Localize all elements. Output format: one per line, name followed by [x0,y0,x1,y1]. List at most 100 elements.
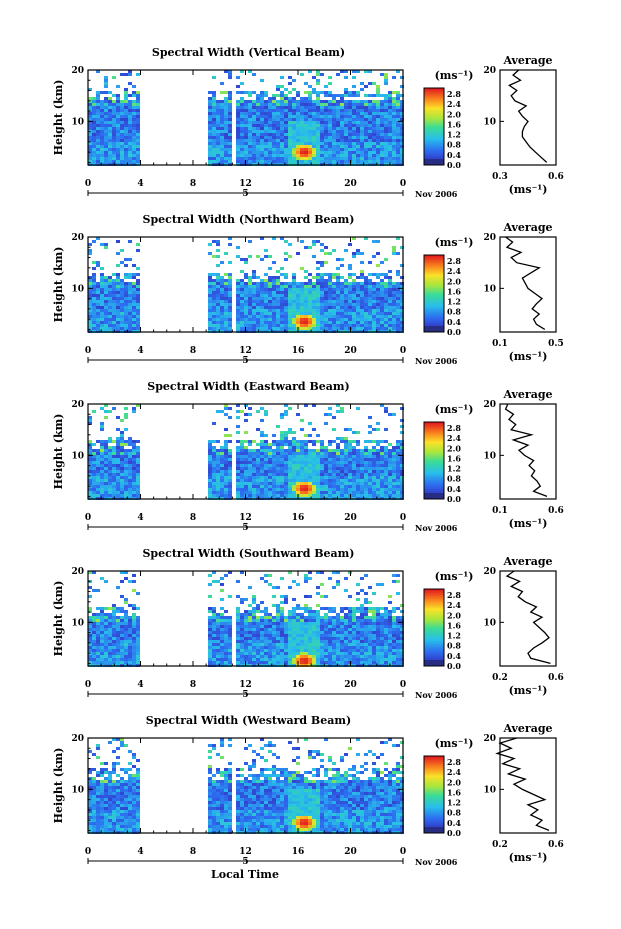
heatmap-cell [224,446,228,449]
heatmap-cell [124,449,128,452]
heatmap-cell [136,491,140,494]
heatmap-cell [400,446,404,449]
heatmap-cell [208,124,212,127]
heatmap-cell [388,91,392,94]
heatmap-cell [240,258,244,261]
heatmap-cell [264,306,268,309]
heatmap-cell [300,306,304,309]
heatmap-cell [136,485,140,488]
heatmap-cells [88,404,404,500]
heatmap-cell [264,136,268,139]
heatmap-cell [376,297,380,300]
heatmap-cell [224,658,228,661]
heatmap-cell [316,112,320,115]
heatmap-cell [276,300,280,303]
heatmap-cell [348,273,352,276]
heatmap-cell [348,470,352,473]
heatmap-cell [112,300,116,303]
heatmap-cell [276,458,280,461]
heatmap-cell [272,494,276,497]
heatmap-cell [352,476,356,479]
heatmap-cell [236,479,240,482]
heatmap-cell [208,312,212,315]
heatmap-cell [236,282,240,285]
heatmap-cell [228,154,232,157]
heatmap-cell [260,309,264,312]
heatmap-cell [220,297,224,300]
heatmap-cell [368,282,372,285]
heatmap-cell [288,464,292,467]
heatmap-cell [392,464,396,467]
heatmap-cell [88,118,92,121]
heatmap-cell [376,461,380,464]
heatmap-cell [396,440,400,443]
heatmap-cell [328,288,332,291]
heatmap-cell [336,133,340,136]
heatmap-cell [248,631,252,634]
colorbar-segment [424,111,444,114]
heatmap-cell [336,273,340,276]
heatmap-cell [228,327,232,330]
heatmap-cell [264,94,268,97]
heatmap-cell [400,431,404,434]
heatmap-cell [376,88,380,91]
heatmap-cell [384,106,388,109]
heatmap-cell [104,276,108,279]
heatmap-cell [280,455,284,458]
heatmap-cell [120,655,124,658]
heatmap-cell [288,145,292,148]
colorbar-segment [424,425,444,429]
heatmap-cell [100,446,104,449]
heatmap-cell [256,318,260,321]
heatmap-cell [380,160,384,163]
heatmap-cell [228,124,232,127]
x-tick-label: 8 [190,513,196,523]
heatmap-cell [332,148,336,151]
heatmap-cell [308,142,312,145]
heatmap-cell [248,619,252,622]
heatmap-cell [288,97,292,100]
heatmap-cell [240,485,244,488]
heatmap-cell [292,118,296,121]
heatmap-cell [360,458,364,461]
heatmap-cell [360,309,364,312]
heatmap-cell [260,485,264,488]
heatmap-cell [284,297,288,300]
heatmap-cell [364,315,368,318]
heatmap-cell [92,589,96,592]
heatmap-cell [328,315,332,318]
heatmap-cell [360,115,364,118]
heatmap-cell [92,261,96,264]
heatmap-cell [324,160,328,163]
heatmap-cell [352,103,356,106]
heatmap-cell [120,327,124,330]
heatmap-cell [288,476,292,479]
heatmap-cell [240,136,244,139]
heatmap-cell [380,139,384,142]
heatmap-cell [104,458,108,461]
heatmap-cell [352,321,356,324]
heatmap-cell [264,288,268,291]
heatmap-cell [244,139,248,142]
heatmap-cell [112,142,116,145]
heatmap-cell [96,452,100,455]
heatmap-cell [280,142,284,145]
heatmap-cell [88,100,92,103]
heatmap-cell [268,309,272,312]
heatmap-cell [340,479,344,482]
heatmap-cell [88,440,92,443]
heatmap-cell [236,634,240,637]
heatmap-cell [132,157,136,160]
heatmap-cell [120,637,124,640]
heatmap-cell [260,142,264,145]
heatmap-cell [88,419,92,422]
heatmap-cell [256,455,260,458]
heatmap-cell [236,470,240,473]
heatmap-cell [252,115,256,118]
heatmap-cell [352,461,356,464]
heatmap-cell [368,425,372,428]
heatmap-cell [132,631,136,634]
heatmap-cell [132,646,136,649]
heatmap-cell [384,148,388,151]
heatmap-cell [96,145,100,148]
